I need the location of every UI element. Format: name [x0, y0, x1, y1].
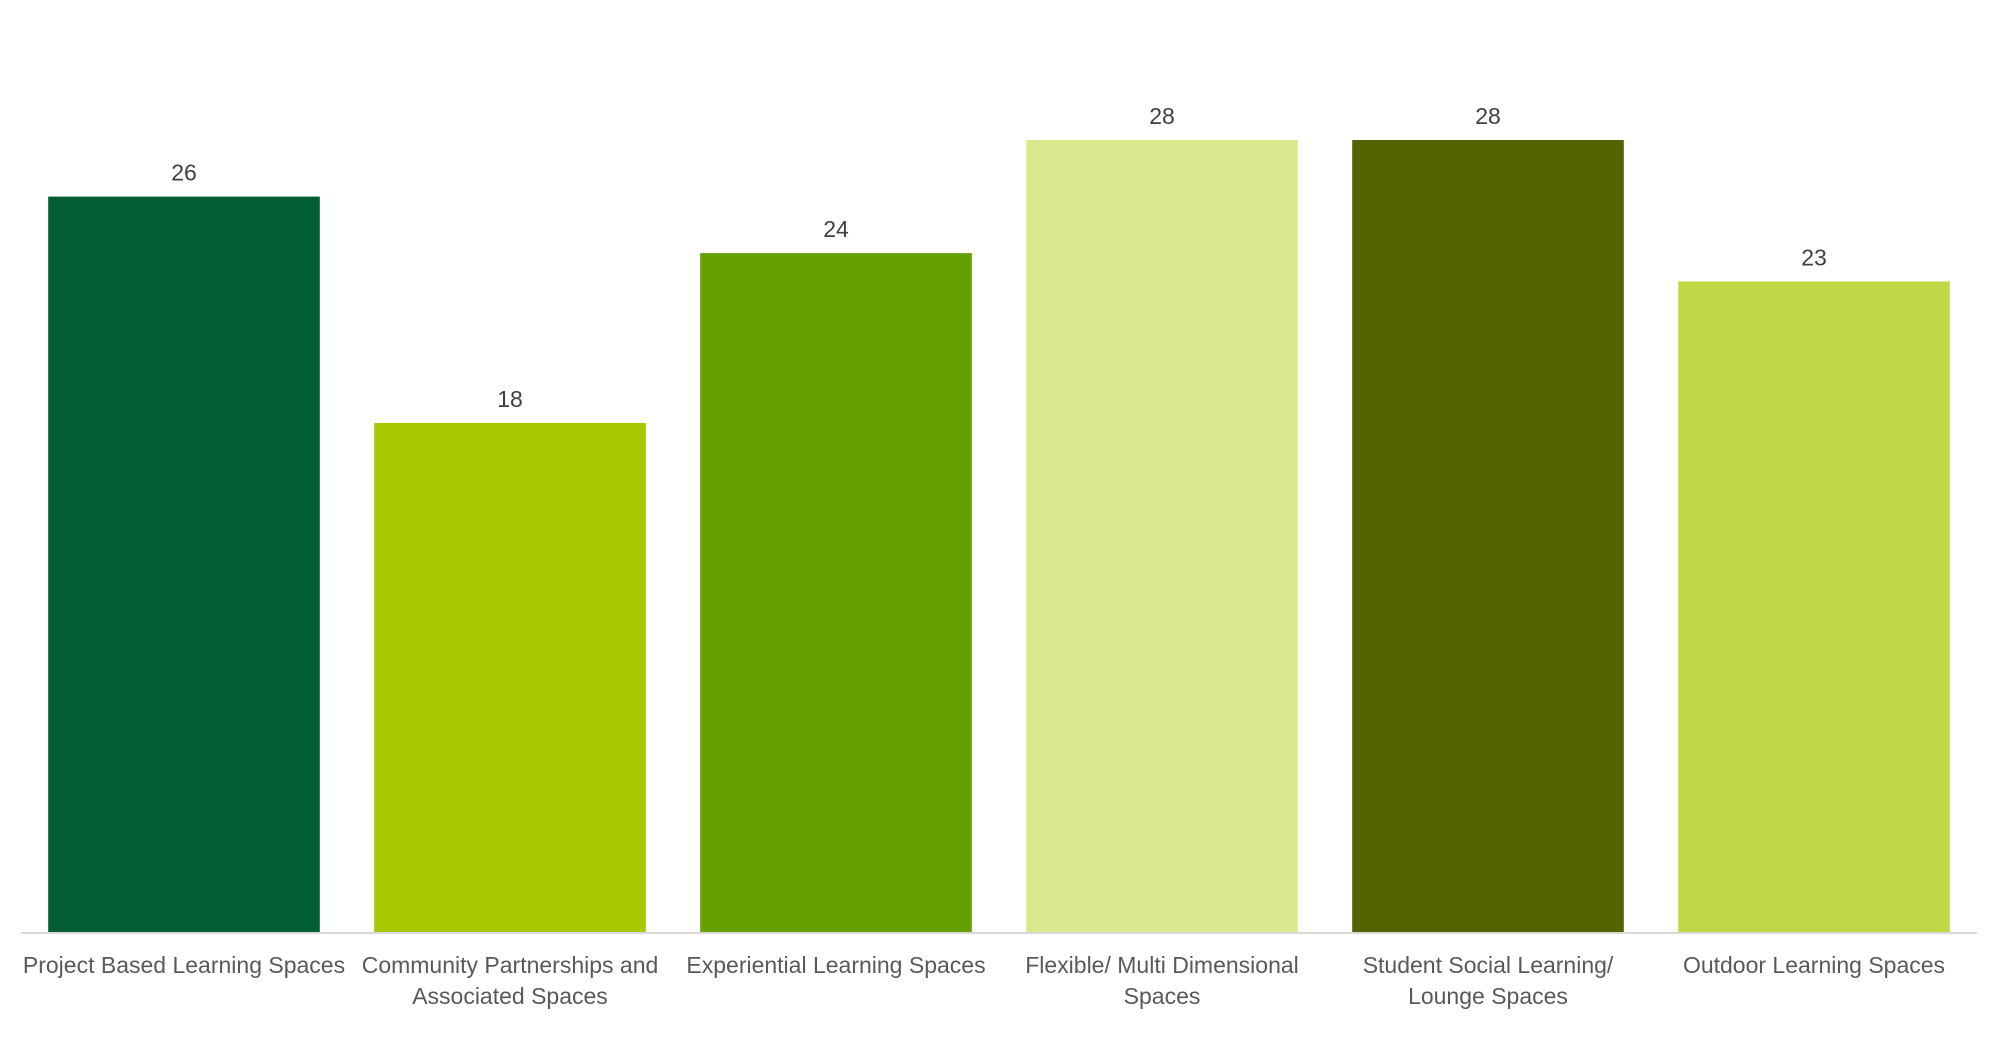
bar: [1678, 281, 1950, 932]
bar-value-label: 23: [1801, 244, 1827, 270]
category-label-line: Student Social Learning/: [1363, 952, 1614, 978]
category-label: Project Based Learning Spaces: [23, 952, 345, 978]
category-label-line: Associated Spaces: [412, 983, 608, 1009]
bar-value-label: 26: [171, 160, 197, 186]
bar-value-label: 24: [823, 216, 849, 242]
category-label-line: Lounge Spaces: [1408, 983, 1568, 1009]
category-label: Student Social Learning/Lounge Spaces: [1363, 952, 1614, 1009]
category-label: Outdoor Learning Spaces: [1683, 952, 1945, 978]
category-label-line: Project Based Learning Spaces: [23, 952, 345, 978]
bar: [1026, 140, 1298, 932]
value-labels-group: 26 18 24 28 28 23: [171, 103, 1827, 412]
bar: [48, 196, 320, 933]
category-label-line: Flexible/ Multi Dimensional: [1025, 952, 1299, 978]
category-label-line: Community Partnerships and: [362, 952, 659, 978]
bars-group: [48, 140, 1950, 933]
category-label: Experiential Learning Spaces: [686, 952, 985, 978]
bar-value-label: 28: [1475, 103, 1501, 129]
category-label-line: Experiential Learning Spaces: [686, 952, 985, 978]
bar-value-label: 28: [1149, 103, 1175, 129]
bar: [1352, 140, 1624, 932]
category-label-line: Outdoor Learning Spaces: [1683, 952, 1945, 978]
category-labels-group: Project Based Learning Spaces Community P…: [23, 952, 1945, 1009]
category-label-line: Spaces: [1124, 983, 1201, 1009]
bar-value-label: 18: [497, 386, 523, 412]
category-label: Community Partnerships and Associated Spa…: [362, 952, 659, 1009]
bar: [374, 422, 646, 932]
category-label: Flexible/ Multi Dimensional Spaces: [1025, 952, 1299, 1009]
bar: [700, 253, 972, 933]
